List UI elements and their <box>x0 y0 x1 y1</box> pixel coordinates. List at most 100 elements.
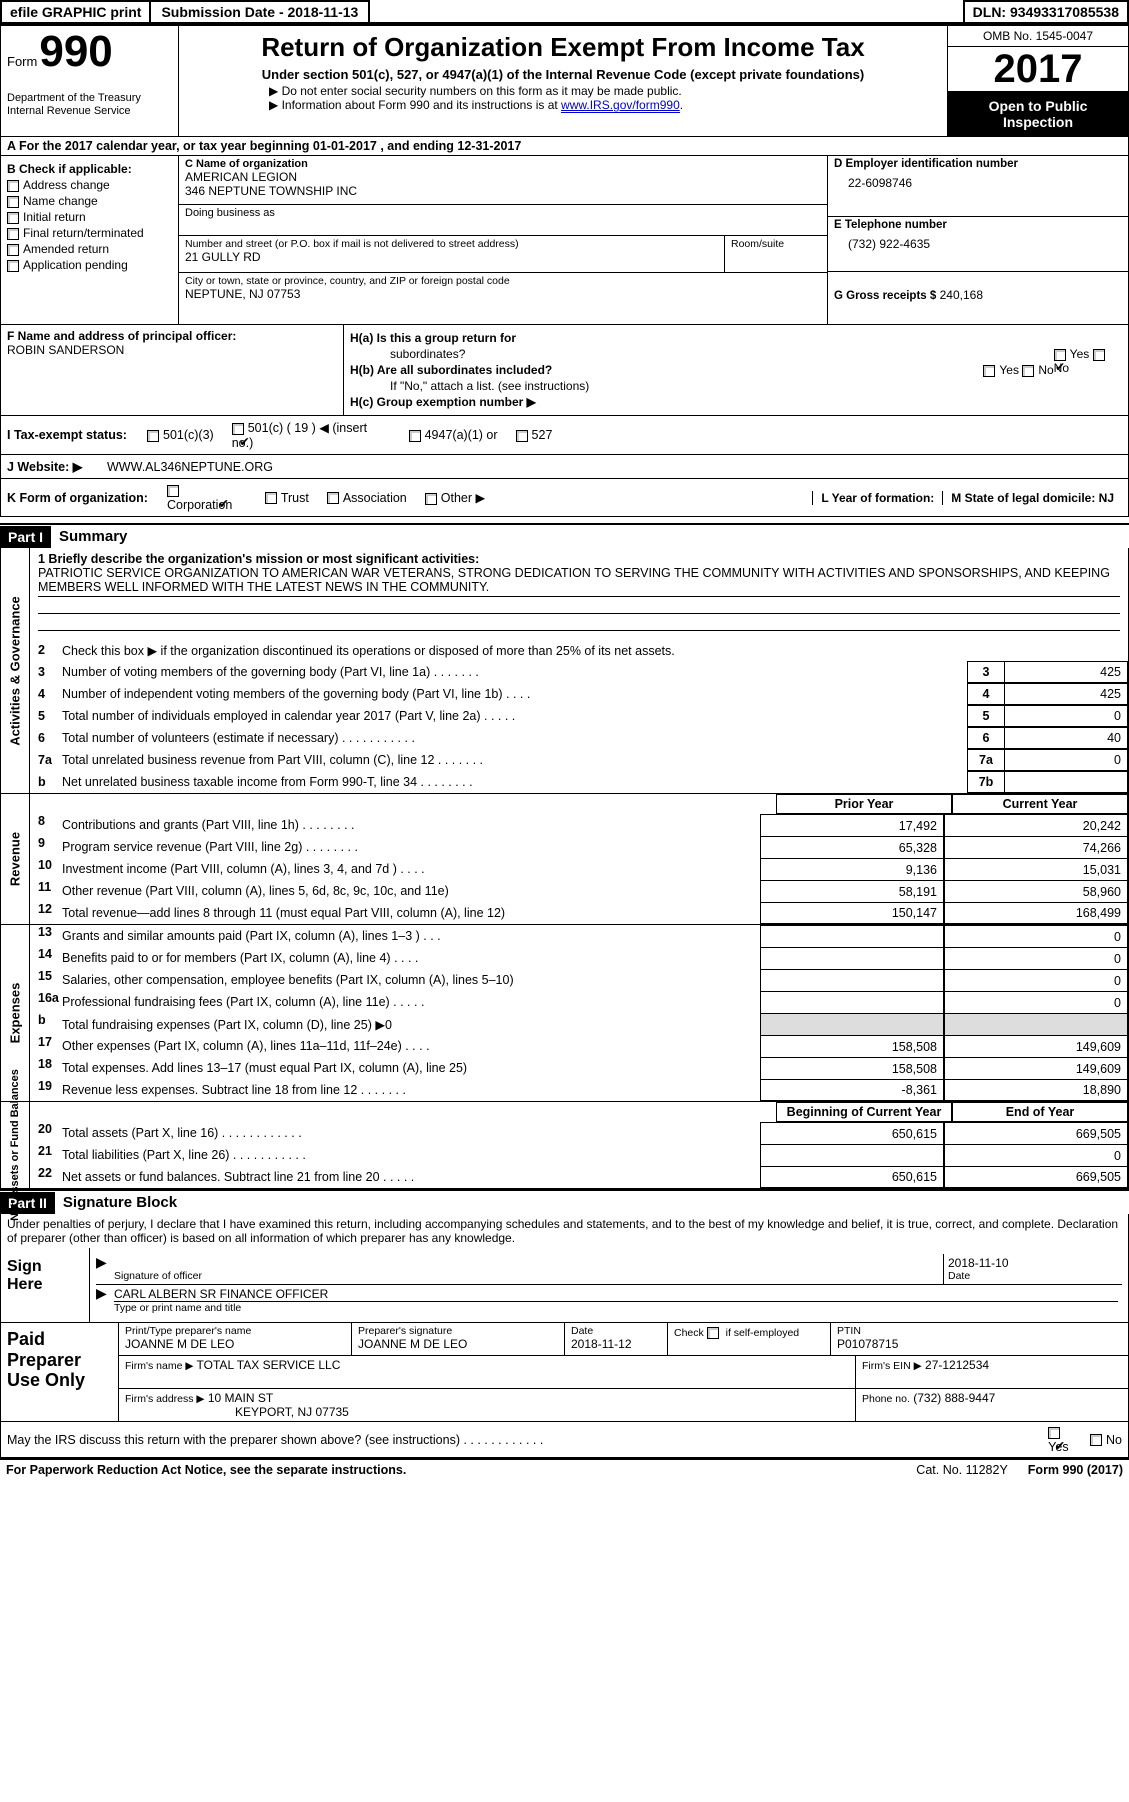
prior-year-value: -8,361 <box>760 1079 944 1101</box>
check-application-pending[interactable]: Application pending <box>7 258 172 272</box>
part-1-header: Part I <box>0 526 51 548</box>
line-text: Total expenses. Add lines 13–17 (must eq… <box>62 1057 760 1079</box>
firm-address-cell: Firm's address ▶ 10 MAIN ST KEYPORT, NJ … <box>119 1389 856 1421</box>
line-value: 40 <box>1004 727 1128 749</box>
ptin-value: P01078715 <box>837 1337 1122 1351</box>
line-code: 7b <box>967 771 1004 793</box>
line-text: Professional fundraising fees (Part IX, … <box>62 991 760 1013</box>
efile-print-button[interactable]: efile GRAPHIC print <box>0 0 151 24</box>
mission-block: 1 Briefly describe the organization's mi… <box>30 548 1128 597</box>
prep-date-value: 2018-11-12 <box>571 1337 661 1351</box>
street-row: Number and street (or P.O. box if mail i… <box>179 236 827 273</box>
part-2-title: Signature Block <box>55 1191 185 1214</box>
street-label: Number and street (or P.O. box if mail i… <box>185 238 718 250</box>
hb-no-checkbox[interactable]: No <box>1022 363 1053 377</box>
opt-501c3[interactable]: 501(c)(3) <box>147 428 214 442</box>
page-footer: For Paperwork Reduction Act Notice, see … <box>0 1458 1129 1480</box>
current-year-value: 18,890 <box>944 1079 1128 1101</box>
telephone-label: E Telephone number <box>834 219 1122 231</box>
check-address-change[interactable]: Address change <box>7 178 172 192</box>
hb-yes-checkbox[interactable]: Yes <box>983 363 1019 377</box>
check-amended-return[interactable]: Amended return <box>7 242 172 256</box>
check-initial-return[interactable]: Initial return <box>7 210 172 224</box>
form-subtitle: Under section 501(c), 527, or 4947(a)(1)… <box>189 67 937 82</box>
dln-label: DLN: 93493317085538 <box>963 0 1129 24</box>
blank-spacer <box>38 631 1120 639</box>
opt-trust[interactable]: Trust <box>265 491 309 505</box>
hb-note: If "No," attach a list. (see instruction… <box>350 379 1122 393</box>
line-text: Revenue less expenses. Subtract line 18 … <box>62 1079 760 1101</box>
city-label: City or town, state or province, country… <box>185 275 821 287</box>
check-if-cell: Check if self-employed <box>668 1323 831 1355</box>
current-year-value: 149,609 <box>944 1035 1128 1057</box>
expenses-section: Expenses 13Grants and similar amounts pa… <box>0 925 1129 1102</box>
line-2-text: Check this box ▶ if the organization dis… <box>62 643 1128 658</box>
prior-year-value: 65,328 <box>760 836 944 858</box>
sign-here-body: Signature of officer 2018-11-10 Date CAR… <box>90 1248 1128 1322</box>
side-revenue-label: Revenue <box>8 832 23 886</box>
ein-label: D Employer identification number <box>834 158 1122 170</box>
principal-officer-name: ROBIN SANDERSON <box>7 343 337 357</box>
section-d: D Employer identification number 22-6098… <box>827 156 1128 324</box>
current-year-value: 0 <box>944 969 1128 991</box>
sig-date-cell: 2018-11-10 Date <box>943 1254 1122 1284</box>
prior-year-value: 158,508 <box>760 1035 944 1057</box>
line-num: b <box>30 1013 62 1035</box>
firm-phone-value: (732) 888-9447 <box>913 1391 995 1405</box>
gov-line-6: 6Total number of volunteers (estimate if… <box>30 727 1128 749</box>
current-year-value: 149,609 <box>944 1057 1128 1079</box>
omb-number: OMB No. 1545-0047 <box>948 26 1128 47</box>
line-text: Grants and similar amounts paid (Part IX… <box>62 925 760 947</box>
principal-officer-row: F Name and address of principal officer:… <box>0 325 1129 416</box>
sign-here-row: SignHere Signature of officer 2018-11-10… <box>0 1248 1129 1323</box>
irs-link[interactable]: www.IRS.gov/form990 <box>561 98 680 113</box>
blank-line-1 <box>38 597 1120 614</box>
side-net-label: Net Assets or Fund Balances <box>9 1069 21 1221</box>
prior-year-value <box>760 1144 944 1166</box>
tax-year: 2017 <box>948 47 1128 92</box>
form-title: Return of Organization Exempt From Incom… <box>189 32 937 63</box>
line-code: 3 <box>967 661 1004 683</box>
firm-address-line: Firm's address ▶ 10 MAIN ST KEYPORT, NJ … <box>119 1389 1128 1421</box>
footer-right: Form 990 (2017) <box>1028 1463 1123 1477</box>
ha-yes-checkbox[interactable]: Yes <box>1054 347 1090 361</box>
line-text: Other revenue (Part VIII, column (A), li… <box>62 880 760 902</box>
officer-name-value: CARL ALBERN SR FINANCE OFFICER <box>114 1287 1118 1302</box>
website-row: J Website: ▶ WWW.AL346NEPTUNE.ORG <box>0 455 1129 479</box>
gross-receipts-box: G Gross receipts $ 240,168 <box>828 272 1128 324</box>
activities-body: 1 Briefly describe the organization's mi… <box>30 548 1128 793</box>
sig-officer-cell: Signature of officer <box>110 1254 943 1284</box>
hb-text: H(b) Are all subordinates included? <box>350 363 552 377</box>
discuss-yes-checkbox[interactable]: Yes <box>1048 1425 1083 1454</box>
opt-4947[interactable]: 4947(a)(1) or <box>409 428 498 442</box>
tax-status-label: I Tax-exempt status: <box>7 428 147 442</box>
prior-year-value <box>760 947 944 969</box>
discuss-no-checkbox[interactable]: No <box>1090 1433 1122 1447</box>
opt-527[interactable]: 527 <box>516 428 553 442</box>
part-1-bar: Part I Summary <box>0 523 1129 548</box>
opt-other[interactable]: Other ▶ <box>425 490 485 505</box>
ein-box: D Employer identification number 22-6098… <box>828 156 1128 217</box>
opt-corporation[interactable]: Corporation <box>167 483 247 512</box>
check-name-change[interactable]: Name change <box>7 194 172 208</box>
line-num: 8 <box>30 814 62 836</box>
discuss-row: May the IRS discuss this return with the… <box>0 1422 1129 1458</box>
current-year-value: 74,266 <box>944 836 1128 858</box>
self-employed-checkbox[interactable] <box>707 1327 723 1339</box>
opt-association[interactable]: Association <box>327 491 407 505</box>
check-final-return[interactable]: Final return/terminated <box>7 226 172 240</box>
line-value: 425 <box>1004 661 1128 683</box>
prior-year-value: 9,136 <box>760 858 944 880</box>
net-assets-section: Net Assets or Fund Balances Beginning of… <box>0 1102 1129 1189</box>
line-num: 18 <box>30 1057 62 1079</box>
korg-label: K Form of organization: <box>7 491 167 505</box>
ha-sub: subordinates? Yes No <box>350 347 1122 361</box>
blank-line-2 <box>38 614 1120 631</box>
opt-501c[interactable]: 501(c) ( 19 ) ◀ (insert no.) <box>232 420 391 450</box>
line-19: 19Revenue less expenses. Subtract line 1… <box>30 1079 1128 1101</box>
line-num: 19 <box>30 1079 62 1101</box>
line-num: 15 <box>30 969 62 991</box>
officer-name-label: Type or print name and title <box>114 1302 1118 1314</box>
prior-year-value: 150,147 <box>760 902 944 924</box>
line-22: 22Net assets or fund balances. Subtract … <box>30 1166 1128 1188</box>
